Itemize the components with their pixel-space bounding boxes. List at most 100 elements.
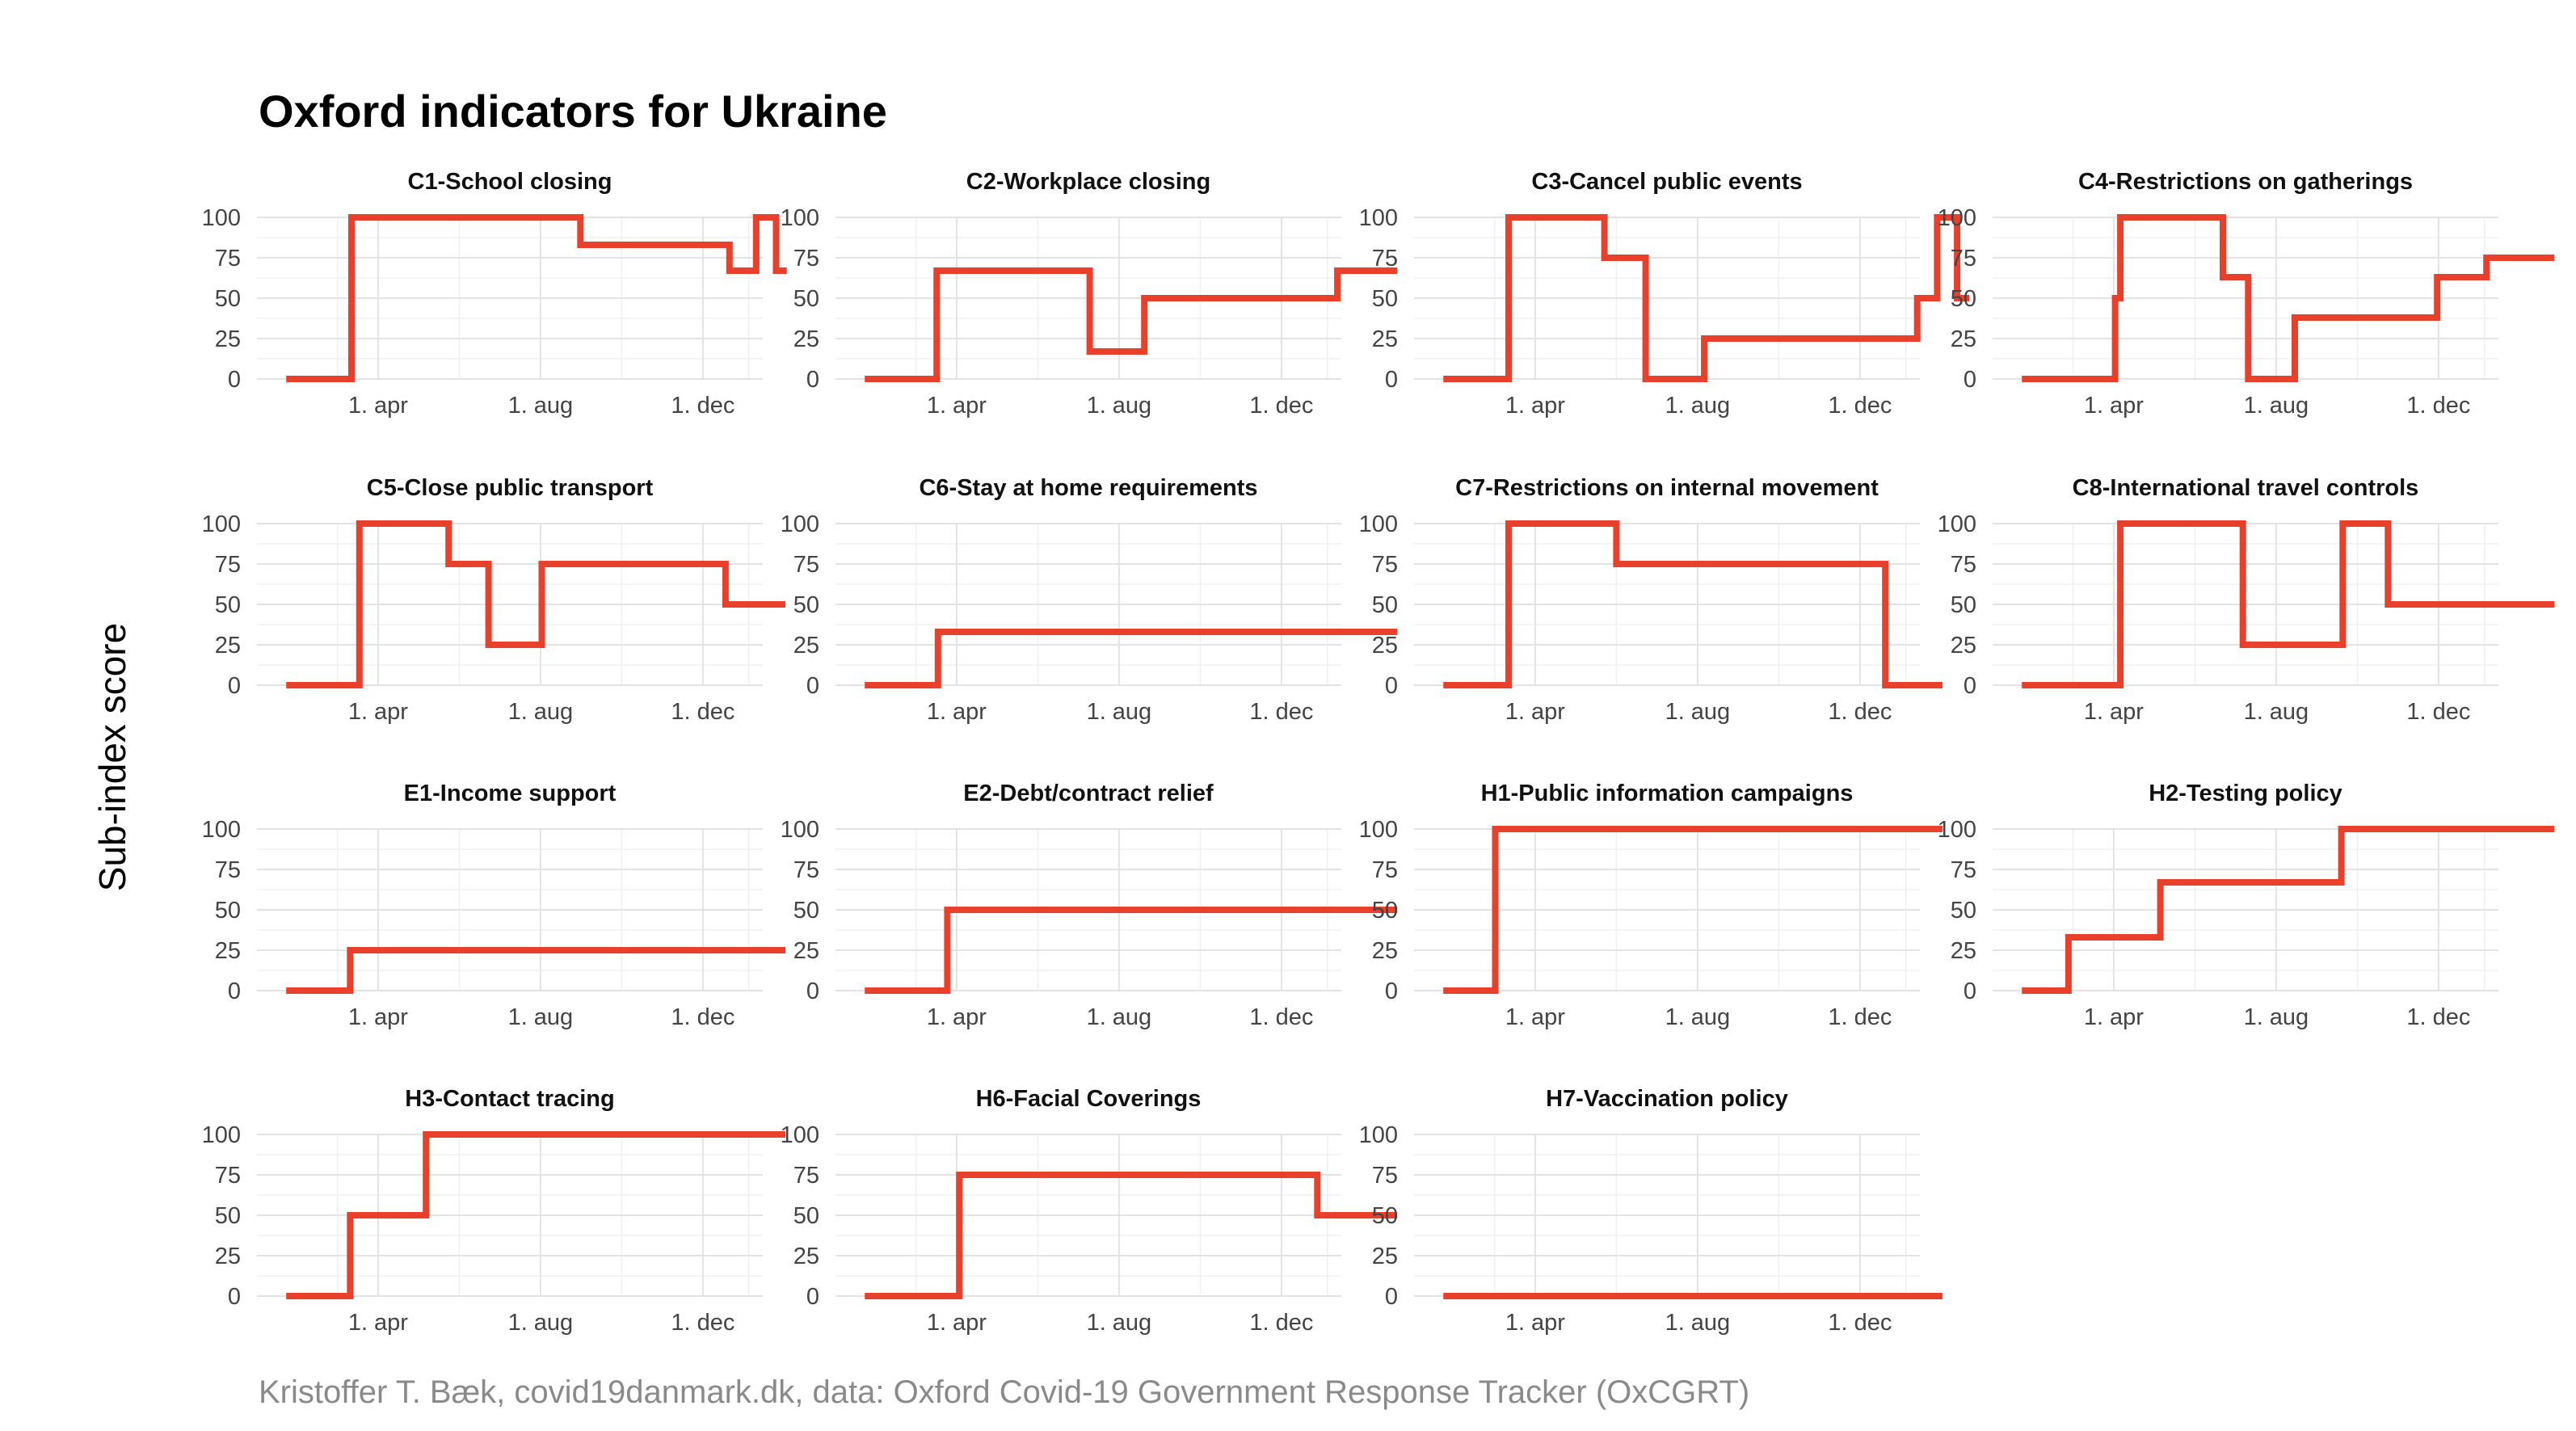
x-tick-label: 1. aug <box>1087 1310 1152 1336</box>
y-tick-label: 75 <box>215 246 241 271</box>
panel-title: H3-Contact tracing <box>405 1086 614 1112</box>
x-tick-label: 1. apr <box>348 699 408 725</box>
panel-title: C4-Restrictions on gatherings <box>2078 169 2413 195</box>
y-tick-label: 0 <box>228 1284 241 1310</box>
x-tick-label: 1. dec <box>1249 393 1313 419</box>
y-tick-label: 0 <box>1385 979 1398 1004</box>
y-tick-label: 50 <box>1372 1203 1398 1229</box>
y-tick-label: 50 <box>215 1203 241 1229</box>
y-tick-label: 25 <box>1372 633 1398 659</box>
y-tick-label: 75 <box>793 1163 819 1189</box>
series-line <box>286 214 787 382</box>
y-tick-label: 100 <box>1938 511 1976 537</box>
y-tick-label: 50 <box>793 592 819 618</box>
y-tick-label: 75 <box>793 552 819 578</box>
y-tick-label: 75 <box>1951 246 1976 271</box>
y-tick-label: 50 <box>1951 898 1976 924</box>
facet-panels: 0 25 50 75 100 1. apr 1. aug 1. dec C1-School cl… <box>202 169 2555 1336</box>
y-tick-label: 0 <box>806 367 819 393</box>
y-tick-label: 25 <box>1372 938 1398 964</box>
y-tick-label: 25 <box>1372 1244 1398 1269</box>
series-line <box>865 1172 1398 1299</box>
x-tick-label: 1. dec <box>671 699 734 725</box>
y-tick-label: 75 <box>215 1163 241 1189</box>
y-tick-label: 50 <box>215 898 241 924</box>
x-tick-label: 1. apr <box>927 1310 987 1336</box>
y-tick-label: 25 <box>793 326 819 352</box>
panel-title: C7-Restrictions on internal movement <box>1455 475 1879 501</box>
x-tick-label: 1. dec <box>1828 1004 1892 1030</box>
y-tick-label: 100 <box>781 205 819 231</box>
y-tick-label: 50 <box>1372 592 1398 618</box>
y-tick-label: 75 <box>1951 552 1976 578</box>
series-line <box>865 629 1398 688</box>
x-tick-label: 1. aug <box>508 393 574 419</box>
y-tick-label: 100 <box>202 511 241 537</box>
y-tick-label: 75 <box>1372 1163 1398 1189</box>
panel-9: 0 25 50 75 100 1. apr 1. aug 1. dec E1-Income su… <box>202 781 785 1030</box>
y-tick-label: 100 <box>1938 205 1976 231</box>
y-tick-label: 25 <box>1372 326 1398 352</box>
chart-title: Oxford indicators for Ukraine <box>259 86 887 137</box>
y-tick-label: 0 <box>1385 673 1398 699</box>
series-line <box>1443 214 1969 382</box>
panel-title: C2-Workplace closing <box>966 169 1210 195</box>
x-tick-label: 1. dec <box>1249 699 1313 725</box>
y-tick-label: 0 <box>806 673 819 699</box>
y-tick-label: 100 <box>781 817 819 843</box>
x-tick-label: 1. aug <box>1087 699 1152 725</box>
panel-11: 0 25 50 75 100 1. apr 1. aug 1. dec H1-Public in… <box>1359 781 1943 1030</box>
x-tick-label: 1. dec <box>671 393 734 419</box>
y-tick-label: 100 <box>781 1122 819 1148</box>
y-tick-label: 50 <box>1951 592 1976 618</box>
x-tick-label: 1. apr <box>1505 393 1565 419</box>
y-tick-label: 25 <box>215 938 241 964</box>
series-line <box>865 907 1398 994</box>
panel-title: C8-International travel controls <box>2073 475 2419 501</box>
x-tick-label: 1. aug <box>1665 699 1731 725</box>
panel-title: E2-Debt/contract relief <box>963 781 1214 806</box>
x-tick-label: 1. aug <box>1087 393 1152 419</box>
x-tick-label: 1. aug <box>508 1310 574 1336</box>
x-tick-label: 1. aug <box>2244 699 2309 725</box>
y-tick-label: 75 <box>1372 552 1398 578</box>
y-tick-label: 0 <box>228 673 241 699</box>
y-tick-label: 100 <box>1938 817 1976 843</box>
y-tick-label: 100 <box>202 205 241 231</box>
panel-title: H1-Public information campaigns <box>1481 781 1854 806</box>
x-tick-label: 1. apr <box>348 1310 408 1336</box>
x-tick-label: 1. aug <box>1665 393 1731 419</box>
panel-8: 0 25 50 75 100 1. apr 1. aug 1. dec C8-Internati… <box>1938 475 2555 725</box>
y-tick-label: 50 <box>1372 898 1398 924</box>
x-tick-label: 1. apr <box>2084 1004 2144 1030</box>
y-axis-label: Sub-index score <box>91 623 133 891</box>
y-tick-label: 50 <box>793 1203 819 1229</box>
x-tick-label: 1. dec <box>671 1004 734 1030</box>
y-tick-label: 25 <box>215 1244 241 1269</box>
panel-1: 0 25 50 75 100 1. apr 1. aug 1. dec C1-School cl… <box>202 169 787 419</box>
y-tick-label: 25 <box>215 326 241 352</box>
panel-5: 0 25 50 75 100 1. apr 1. aug 1. dec C5-Close pub… <box>202 475 785 725</box>
x-tick-label: 1. dec <box>1828 393 1892 419</box>
panel-title: C5-Close public transport <box>367 475 654 501</box>
y-tick-label: 100 <box>1359 1122 1398 1148</box>
panel-2: 0 25 50 75 100 1. apr 1. aug 1. dec C2-Workplace… <box>781 169 1398 419</box>
y-tick-label: 75 <box>215 857 241 883</box>
panel-4: 0 25 50 75 100 1. apr 1. aug 1. dec C4-Restricti… <box>1938 169 2555 419</box>
series-line <box>1443 520 1943 688</box>
panel-13: 0 25 50 75 100 1. apr 1. aug 1. dec H3-Contact t… <box>202 1086 785 1336</box>
panel-15: 0 25 50 75 100 1. apr 1. aug 1. dec H7-Vaccinati… <box>1359 1086 1943 1336</box>
y-tick-label: 75 <box>793 246 819 271</box>
x-tick-label: 1. aug <box>508 1004 574 1030</box>
y-tick-label: 100 <box>1359 205 1398 231</box>
x-tick-label: 1. aug <box>1665 1310 1731 1336</box>
y-tick-label: 0 <box>1385 367 1398 393</box>
y-tick-label: 25 <box>1951 326 1976 352</box>
y-tick-label: 0 <box>1385 1284 1398 1310</box>
y-tick-label: 0 <box>228 367 241 393</box>
y-tick-label: 0 <box>1964 979 1976 1004</box>
y-tick-label: 0 <box>806 979 819 1004</box>
y-tick-label: 50 <box>215 592 241 618</box>
panel-title: H2-Testing policy <box>2149 781 2342 806</box>
y-tick-label: 25 <box>793 938 819 964</box>
